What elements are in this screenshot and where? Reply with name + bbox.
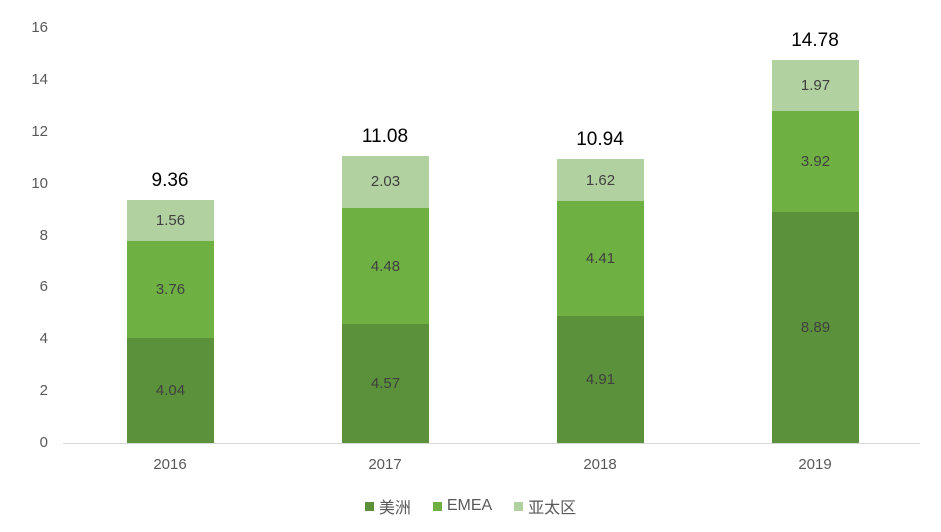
x-tick-label: 2017 [368,456,402,473]
total-label: 10.94 [576,129,624,151]
legend-label: 亚太区 [528,500,577,517]
y-tick-label: 10 [31,174,48,192]
segment-value-label: 3.76 [155,280,186,298]
total-label: 9.36 [151,170,189,192]
bar-segment: 4.04 [127,338,214,443]
y-tick-label: 14 [31,70,48,88]
x-tick-label: 2018 [583,456,617,473]
x-tick-label: 2019 [798,456,832,473]
y-tick-label: 4 [39,330,48,348]
segment-value-label: 3.92 [800,153,831,171]
y-tick-label: 8 [39,226,48,244]
y-tick-label: 6 [39,278,48,296]
bar-segment: 3.76 [127,240,214,339]
legend: 美洲 EMEA 亚太区 [0,494,941,518]
y-tick-label: 12 [31,122,48,140]
bar-segment: 1.97 [772,59,859,111]
bar-segment: 2.03 [342,155,429,209]
legend-swatch-icon [432,501,442,511]
legend-label: 美洲 [378,500,411,517]
bar-segment: 1.56 [127,200,214,241]
segment-value-label: 4.41 [585,249,616,267]
legend-item[interactable]: 亚太区 [514,494,576,518]
x-tick-label: 2016 [153,456,187,473]
legend-swatch-icon [364,501,374,511]
total-label: 14.78 [791,29,839,51]
bar-segment: 4.41 [557,201,644,316]
y-tick-label: 0 [39,434,48,451]
legend-swatch-icon [514,501,524,511]
segment-value-label: 8.89 [800,319,831,337]
bar-segment: 4.91 [557,315,644,443]
segment-value-label: 1.97 [800,76,831,94]
segment-value-label: 1.56 [155,211,186,229]
bar-segment: 1.62 [557,159,644,202]
segment-value-label: 4.04 [155,382,186,400]
legend-label: EMEA [446,497,493,514]
bar-segment: 8.89 [772,212,859,443]
segment-value-label: 4.91 [585,370,616,388]
x-axis-line [63,443,920,444]
y-tick-label: 2 [39,382,48,400]
bar-segment: 3.92 [772,110,859,213]
segment-value-label: 1.62 [585,171,616,189]
segment-value-label: 2.03 [370,173,401,191]
segment-value-label: 4.48 [370,257,401,275]
legend-item[interactable]: EMEA [432,494,493,518]
segment-value-label: 4.57 [370,375,401,393]
legend-item[interactable]: 美洲 [364,494,411,518]
total-label: 11.08 [361,125,409,147]
y-tick-label: 16 [31,19,48,36]
bar-segment: 4.57 [342,324,429,443]
bar-segment: 4.48 [342,208,429,325]
